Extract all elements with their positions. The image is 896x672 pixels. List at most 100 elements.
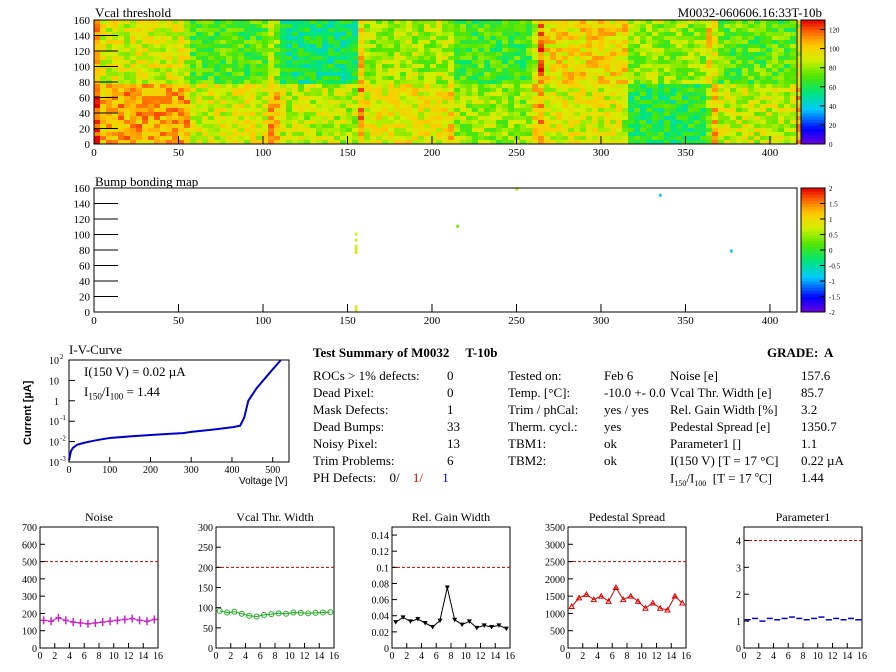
heatmap-cell	[304, 132, 311, 137]
heatmap-cell	[136, 116, 143, 121]
heatmap-cell	[340, 84, 347, 89]
palette-tick-label: -2	[829, 309, 835, 317]
heatmap-cell	[514, 84, 521, 89]
heatmap-cell	[784, 32, 791, 37]
heatmap-cell	[772, 108, 779, 113]
heatmap-cell	[298, 116, 305, 121]
heatmap-cell	[118, 136, 125, 141]
heatmap-cell	[430, 24, 437, 29]
heatmap-cell	[256, 76, 263, 81]
heatmap-cell	[346, 72, 353, 77]
heatmap-cell	[448, 132, 455, 137]
heatmap-cell	[718, 44, 725, 49]
heatmap-cell	[370, 124, 377, 129]
heatmap-cell	[718, 60, 725, 65]
heatmap-cell	[496, 28, 503, 33]
heatmap-cell	[226, 84, 233, 89]
heatmap-cell	[274, 60, 281, 65]
heatmap-cell	[736, 92, 743, 97]
heatmap-cell	[94, 48, 101, 53]
heatmap-cell	[112, 108, 119, 113]
heatmap-cell	[208, 124, 215, 129]
heatmap-cell	[148, 80, 155, 85]
heatmap-cell	[262, 36, 269, 41]
heatmap-cell	[292, 80, 299, 85]
heatmap-cell	[706, 100, 713, 105]
heatmap-cell	[754, 28, 761, 33]
data-point	[474, 625, 480, 631]
heatmap-cell	[442, 100, 449, 105]
heatmap-cell	[790, 40, 797, 45]
heatmap-cell	[106, 108, 113, 113]
heatmap-cell	[310, 88, 317, 93]
heatmap-cell	[754, 128, 761, 133]
palette-band	[801, 69, 825, 74]
heatmap-cell	[784, 124, 791, 129]
heatmap-cell	[238, 116, 245, 121]
heatmap-cell	[694, 76, 701, 81]
heatmap-cell	[460, 108, 467, 113]
heatmap-cell	[646, 140, 653, 145]
heatmap-cell	[310, 136, 317, 141]
data-point	[627, 592, 635, 599]
heatmap-cell	[562, 112, 569, 117]
heatmap-cell	[676, 124, 683, 129]
heatmap-cell	[370, 36, 377, 41]
heatmap-cell	[118, 124, 125, 129]
heatmap-cell	[262, 28, 269, 33]
heatmap-cell	[730, 128, 737, 133]
heatmap-cell	[520, 40, 527, 45]
heatmap-cell	[166, 104, 173, 109]
heatmap-cell	[616, 28, 623, 33]
heatmap-cell	[442, 84, 449, 89]
heatmap-cell	[94, 24, 101, 29]
heatmap-cell	[286, 100, 293, 105]
heatmap-cell	[778, 84, 785, 89]
heatmap-cell	[700, 64, 707, 69]
heatmap-cell	[676, 24, 683, 29]
heatmap-cell	[742, 96, 749, 101]
heatmap-cell	[688, 72, 695, 77]
heatmap-cell	[502, 120, 509, 125]
heatmap-cell	[478, 124, 485, 129]
palette-band	[801, 240, 825, 245]
heatmap-cell	[394, 68, 401, 73]
heatmap-cell	[202, 96, 209, 101]
heatmap-cell	[466, 36, 473, 41]
heatmap-cell	[598, 36, 605, 41]
heatmap-cell	[478, 104, 485, 109]
heatmap-cell	[682, 112, 689, 117]
heatmap-cell	[226, 56, 233, 61]
heatmap-cell	[226, 32, 233, 37]
heatmap-cell	[532, 48, 539, 53]
heatmap-cell	[166, 64, 173, 69]
data-point	[415, 616, 421, 622]
heatmap-cell	[268, 120, 275, 125]
heatmap-cell	[592, 96, 599, 101]
heatmap-cell	[532, 108, 539, 113]
heatmap-cell	[436, 32, 443, 37]
heatmap-cell	[616, 68, 623, 73]
heatmap-cell	[742, 72, 749, 77]
heatmap-cell	[790, 116, 797, 121]
heatmap-cell	[370, 140, 377, 145]
heatmap-cell	[658, 44, 665, 49]
heatmap-cell	[538, 100, 545, 105]
heatmap-cell	[550, 72, 557, 77]
heatmap-cell	[412, 64, 419, 69]
heatmap-cell	[316, 40, 323, 45]
heatmap-cell	[622, 56, 629, 61]
heatmap-cell	[460, 36, 467, 41]
y-tick-label: 100	[74, 62, 91, 74]
heatmap-cell	[700, 80, 707, 85]
x-tick-label: 350	[677, 147, 694, 159]
heatmap-cell	[334, 40, 341, 45]
heatmap-cell	[130, 44, 137, 49]
palette-band	[801, 122, 825, 126]
heatmap-cell	[502, 52, 509, 57]
heatmap-cell	[730, 64, 737, 69]
heatmap-cell	[544, 112, 551, 117]
heatmap-cell	[400, 68, 407, 73]
x-tick-label: 16	[505, 651, 515, 662]
heatmap-cell	[616, 20, 623, 25]
